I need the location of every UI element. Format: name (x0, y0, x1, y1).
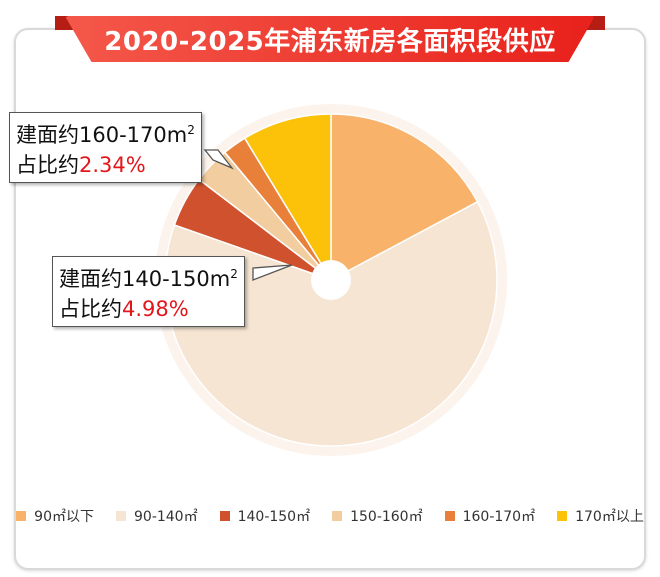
title-banner: 2020-2025年浦东新房各面积段供应 (55, 14, 605, 64)
legend-swatch (557, 511, 568, 521)
legend-item: 160-170㎡ (444, 506, 536, 526)
pie-slice-0 (330, 113, 479, 282)
pie-slice-5 (243, 113, 332, 283)
callout-160-170: 建面约160-170m2 占比约2.34% (9, 112, 202, 183)
legend-swatch (332, 511, 343, 521)
callout-label: 建面约140-150m (59, 267, 231, 291)
legend-item: 90㎡以下 (16, 506, 94, 526)
legend-swatch (16, 511, 27, 521)
legend-label: 150-160㎡ (350, 509, 423, 525)
chart-title: 2020-2025年浦东新房各面积段供应 (104, 26, 556, 57)
legend-swatch (219, 511, 230, 521)
legend-label: 160-170㎡ (462, 509, 536, 525)
callout-pointer-2 (252, 264, 293, 281)
legend-item: 170㎡以上 (557, 506, 644, 526)
legend-label: 170㎡以上 (575, 509, 644, 525)
callout-prefix: 占比约 (59, 297, 122, 321)
legend-swatch (116, 511, 126, 521)
callout-sup: 2 (187, 123, 195, 137)
callout-sup: 2 (230, 267, 238, 281)
callout-pointer-1 (203, 149, 235, 170)
legend-label: 140-150㎡ (237, 509, 311, 525)
legend: 90㎡以下 90-140㎡ 140-150㎡ 150-160㎡ 160-170㎡ 170㎡… (0, 506, 660, 526)
callout-label: 建面约160-170m (16, 123, 188, 147)
legend-label: 90-140㎡ (134, 509, 198, 525)
legend-label: 90㎡以下 (34, 509, 94, 525)
legend-item: 140-150㎡ (219, 506, 311, 526)
callout-prefix: 占比约 (16, 153, 79, 177)
callout-140-150: 建面约140-150m2 占比约4.98% (52, 256, 245, 327)
legend-swatch (444, 511, 455, 521)
legend-item: 90-140㎡ (116, 506, 198, 526)
pie-center-hole (311, 260, 351, 300)
legend-item: 150-160㎡ (332, 506, 423, 526)
callout-value: 4.98% (122, 297, 189, 321)
callout-value: 2.34% (79, 153, 146, 177)
